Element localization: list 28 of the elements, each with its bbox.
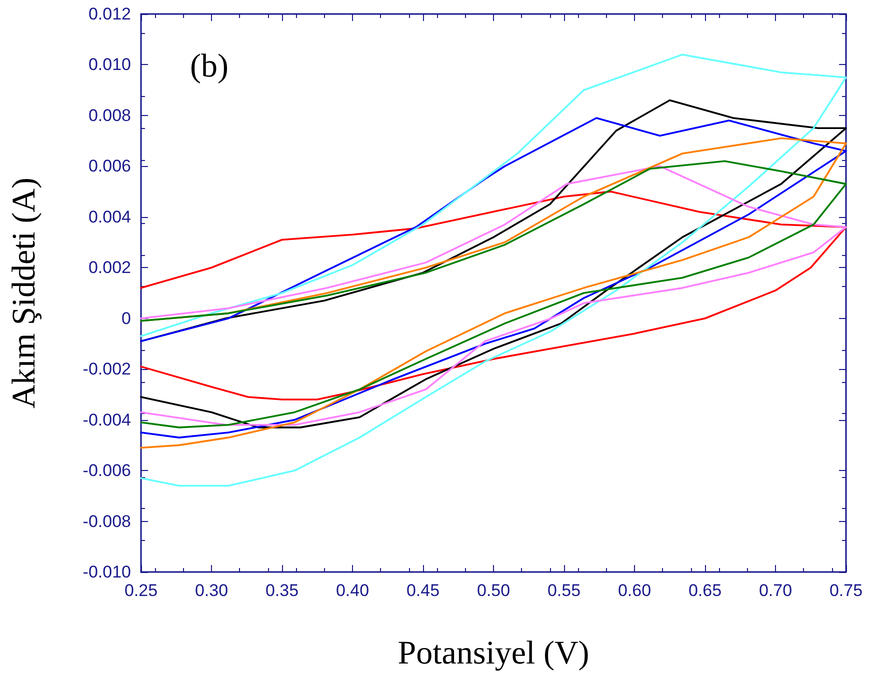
x-tick-label: 0.70 <box>758 581 792 600</box>
y-tick-label: -0.004 <box>82 410 131 430</box>
annotation: (b) <box>190 48 228 84</box>
x-tick-label: 0.55 <box>547 581 581 600</box>
y-tick-label: -0.002 <box>82 360 131 379</box>
y-tick-label: 0.004 <box>88 207 131 226</box>
line-series <box>140 190 847 400</box>
y-tick-label: 0.008 <box>88 106 131 125</box>
y-tick-label: 0.012 <box>88 4 131 24</box>
y-tick-label: 0.010 <box>88 55 131 74</box>
line-series <box>140 54 847 487</box>
x-tick-label: 0.65 <box>688 581 722 600</box>
x-tick-label: 0.45 <box>406 581 440 600</box>
y-tick-label: 0 <box>122 308 131 328</box>
y-tick-label: -0.006 <box>82 461 131 480</box>
x-tick-label: 0.40 <box>336 581 370 600</box>
x-tick-label: 0.50 <box>476 581 510 600</box>
y-tick-label: 0.002 <box>88 258 131 278</box>
x-tick-label: 0.25 <box>124 581 158 600</box>
y-tick-label: 0.006 <box>88 156 131 176</box>
y-axis-title: Akım Şiddeti (A) <box>6 178 42 408</box>
y-tick-label: -0.010 <box>82 562 131 582</box>
x-tick-label: 0.75 <box>829 581 863 600</box>
x-tick-label: 0.60 <box>618 581 652 600</box>
x-tick-label: 0.30 <box>194 581 228 600</box>
y-tick-label: -0.008 <box>82 512 131 531</box>
x-tick-label: 0.35 <box>265 581 299 600</box>
x-axis-title: Potansiyel (V) <box>398 636 590 672</box>
